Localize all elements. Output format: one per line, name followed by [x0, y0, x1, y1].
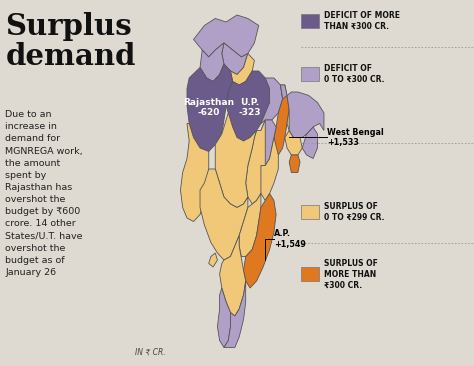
Polygon shape	[289, 155, 300, 172]
Text: DEFICIT OF MORE
THAN ₹300 CR.: DEFICIT OF MORE THAN ₹300 CR.	[324, 11, 401, 31]
Polygon shape	[244, 194, 276, 288]
Polygon shape	[285, 131, 302, 155]
Text: U.P.
-323: U.P. -323	[239, 98, 261, 117]
Polygon shape	[302, 127, 318, 158]
Text: Rajasthan
-620: Rajasthan -620	[183, 98, 234, 117]
Polygon shape	[187, 64, 233, 152]
Bar	[301, 67, 319, 81]
Polygon shape	[256, 120, 276, 165]
Polygon shape	[200, 169, 248, 260]
Polygon shape	[181, 123, 209, 221]
Bar	[301, 205, 319, 219]
Polygon shape	[287, 92, 324, 138]
Polygon shape	[215, 113, 256, 208]
Text: A.P.
+1,549: A.P. +1,549	[274, 229, 306, 249]
Polygon shape	[226, 71, 270, 141]
Bar	[301, 267, 319, 281]
Polygon shape	[287, 106, 313, 138]
Polygon shape	[209, 253, 218, 267]
Polygon shape	[281, 85, 287, 99]
Polygon shape	[230, 53, 255, 85]
Text: West Bengal
+1,533: West Bengal +1,533	[327, 128, 383, 147]
Polygon shape	[200, 43, 224, 82]
Text: Surplus
demand: Surplus demand	[5, 12, 136, 71]
Bar	[301, 14, 319, 28]
Polygon shape	[239, 194, 261, 257]
Polygon shape	[246, 120, 265, 204]
Polygon shape	[261, 78, 283, 123]
Polygon shape	[222, 43, 248, 75]
Polygon shape	[219, 235, 246, 316]
Text: IN ₹ CR.: IN ₹ CR.	[136, 347, 166, 356]
Polygon shape	[259, 138, 278, 201]
Text: SURPLUS OF
MORE THAN
₹300 CR.: SURPLUS OF MORE THAN ₹300 CR.	[324, 259, 378, 290]
Polygon shape	[272, 85, 289, 158]
Text: SURPLUS OF
0 TO ₹299 CR.: SURPLUS OF 0 TO ₹299 CR.	[324, 202, 385, 222]
Polygon shape	[193, 15, 259, 57]
Text: Due to an
increase in
demand for
MGNREGA work,
the amount
spent by
Rajasthan has: Due to an increase in demand for MGNREGA…	[5, 110, 83, 277]
Text: DEFICIT OF
0 TO ₹300 CR.: DEFICIT OF 0 TO ₹300 CR.	[324, 64, 385, 83]
Polygon shape	[224, 281, 246, 347]
Polygon shape	[218, 288, 230, 347]
